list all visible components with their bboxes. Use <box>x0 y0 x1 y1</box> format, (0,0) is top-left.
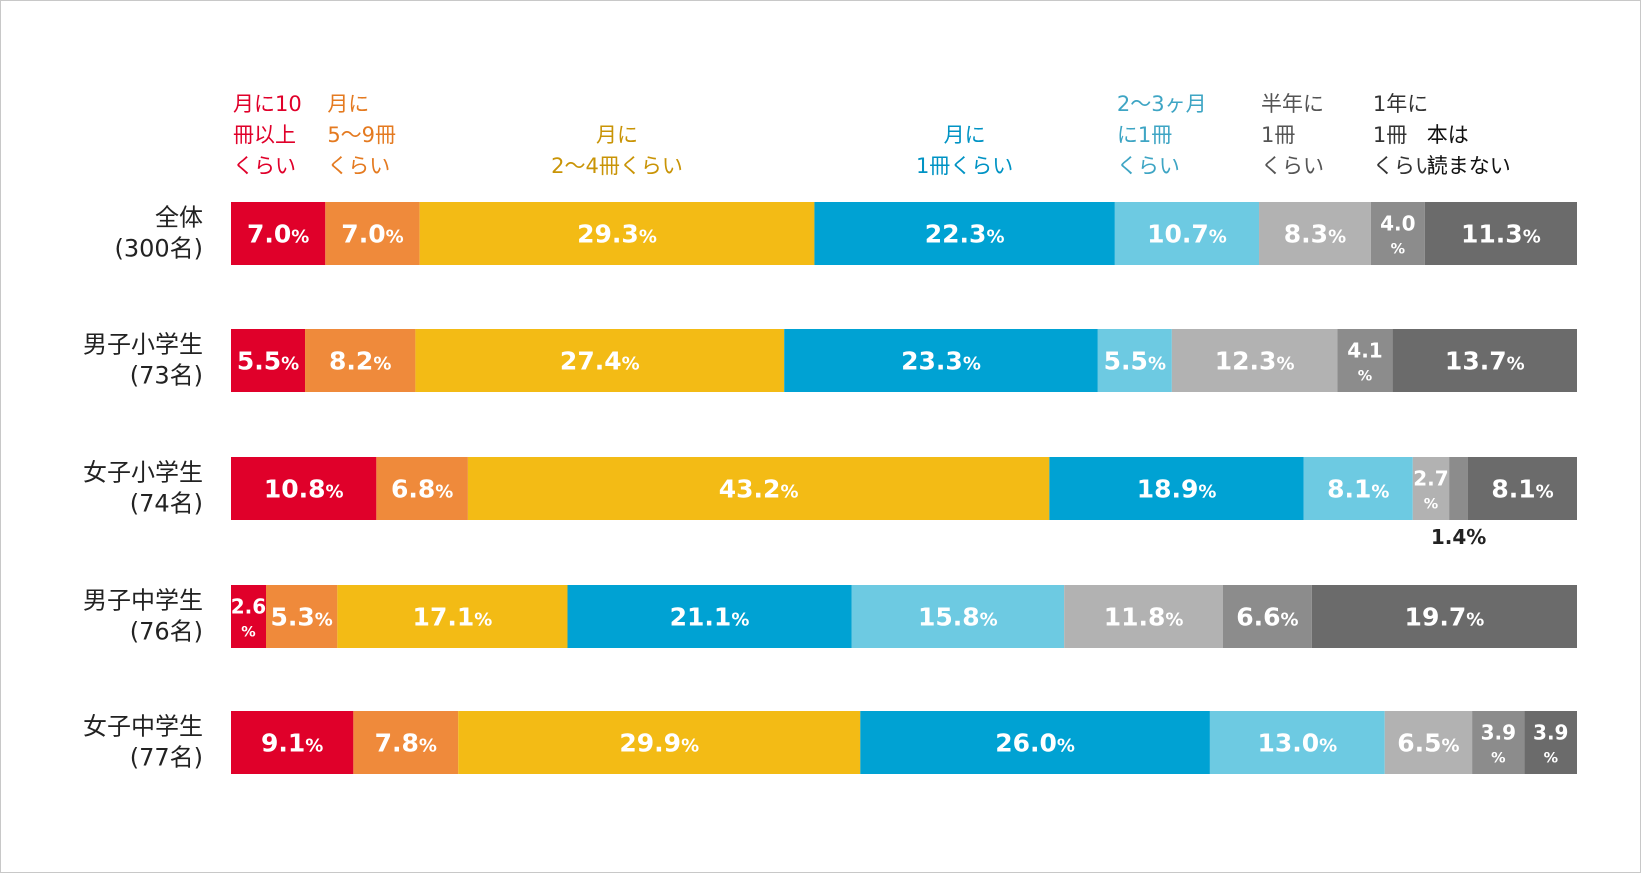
bar-segment <box>1524 711 1577 774</box>
bar-segment <box>231 329 306 392</box>
value-label: 8.2% <box>329 347 391 376</box>
value-label: 43.2% <box>719 475 799 504</box>
legend-label: 本は読まない <box>1427 123 1511 178</box>
bar-segment <box>851 585 1065 648</box>
bar-segment <box>1384 711 1473 774</box>
value-label: 5.3% <box>270 603 332 632</box>
value-label: 3.9% <box>1481 721 1516 767</box>
value-label: 8.1% <box>1327 475 1389 504</box>
value-label: 27.4% <box>560 347 640 376</box>
value-label: 15.8% <box>918 603 998 632</box>
value-label: 29.9% <box>619 729 699 758</box>
value-label: 23.3% <box>901 347 981 376</box>
bar-segment <box>1064 585 1224 648</box>
category-label: 男子小学生(73名) <box>83 331 203 390</box>
bar-segment <box>1049 457 1304 520</box>
bar-segment <box>265 585 338 648</box>
category-label: 女子小学生(74名) <box>83 459 203 518</box>
value-label: 12.3% <box>1215 347 1295 376</box>
stacked-bars <box>231 202 1577 774</box>
value-label: 2.7% <box>1413 467 1448 513</box>
bar-segment <box>1424 202 1577 265</box>
category-labels: 全体(300名) 男子小学生(73名) 女子小学生(74名) 男子中学生(76名) 女子… <box>83 204 203 772</box>
bar-segment <box>1259 202 1371 265</box>
legend-label: 1年に 1冊くらい <box>1373 92 1436 178</box>
value-labels: 7.0% 7.0% 29.3% 22.3% 10.7% 8.3% 4.0 % 11.3% 5.5%… <box>231 212 1569 767</box>
value-label: 4.0% <box>1380 212 1415 258</box>
bar-segment <box>1303 457 1413 520</box>
value-label: 11.8% <box>1104 603 1184 632</box>
value-label: 29.3% <box>577 220 657 249</box>
bar-segment <box>1370 202 1425 265</box>
value-label: 21.1% <box>670 603 750 632</box>
legend-label: 月に 2〜4冊くらい <box>551 123 683 178</box>
bar-segment <box>231 711 354 774</box>
value-label: 26.0% <box>995 729 1075 758</box>
bar-segment <box>1392 329 1577 392</box>
bar-segment <box>1223 585 1312 648</box>
value-label: 3.9% <box>1533 721 1568 767</box>
bar-segment <box>231 202 326 265</box>
legend-label: 半年に 1冊くらい <box>1261 92 1324 178</box>
bar-segment <box>784 329 1098 392</box>
bar-segment <box>1311 585 1577 648</box>
value-label: 6.6% <box>1236 603 1298 632</box>
category-label: 男子中学生(76名) <box>83 587 203 646</box>
bar-segment <box>1171 329 1338 392</box>
value-label: 6.8% <box>391 475 453 504</box>
bar-segment <box>458 711 861 774</box>
bar-segment <box>415 329 785 392</box>
legend-label: 月に 5〜9冊くらい <box>327 92 396 178</box>
category-label: 全体(300名) <box>114 204 203 263</box>
value-label: 7.0% <box>247 220 309 249</box>
bar-segment <box>467 457 1050 520</box>
value-label: 13.7% <box>1445 347 1525 376</box>
value-label: 10.8% <box>264 475 344 504</box>
legend-label: 月に10 冊以上くらい <box>233 92 302 178</box>
value-label: 4.1% <box>1347 339 1382 385</box>
value-label: 8.3% <box>1284 220 1346 249</box>
value-label: 17.1% <box>413 603 493 632</box>
value-label: 11.3% <box>1461 220 1541 249</box>
value-label-outside: 1.4% <box>1431 525 1486 549</box>
category-label: 女子中学生(77名) <box>83 713 203 772</box>
bar-segment <box>1472 711 1525 774</box>
bar-segment <box>1209 711 1385 774</box>
bar-segment <box>567 585 852 648</box>
bar-segment <box>337 585 568 648</box>
bar-segment <box>1467 457 1577 520</box>
bar-segment <box>1449 457 1468 520</box>
legend-label: 月に 1冊くらい <box>916 123 1013 178</box>
bar-segment <box>325 202 420 265</box>
value-label: 7.8% <box>375 729 437 758</box>
value-label: 8.1% <box>1491 475 1553 504</box>
bar-segment <box>1337 329 1393 392</box>
legend-label: 2〜3ヶ月に1冊くらい <box>1117 92 1207 178</box>
value-label: 5.5% <box>237 347 299 376</box>
bar-segment <box>419 202 815 265</box>
value-label: 6.5% <box>1397 729 1459 758</box>
value-label: 7.0% <box>341 220 403 249</box>
bar-segment <box>814 202 1115 265</box>
value-label: 22.3% <box>925 220 1005 249</box>
value-label: 2.6% <box>231 595 266 641</box>
bar-segment <box>231 585 266 648</box>
bar-segment <box>1097 329 1172 392</box>
bar-segment <box>305 329 416 392</box>
value-label: 13.0% <box>1257 729 1337 758</box>
value-label: 5.5% <box>1104 347 1166 376</box>
value-label: 18.9% <box>1137 475 1217 504</box>
bar-segment <box>376 457 468 520</box>
bar-segment <box>860 711 1210 774</box>
value-label: 19.7% <box>1405 603 1485 632</box>
value-label: 9.1% <box>261 729 323 758</box>
bar-segment <box>231 457 377 520</box>
bar-segment <box>1114 202 1260 265</box>
value-label: 10.7% <box>1147 220 1227 249</box>
bar-segment <box>353 711 459 774</box>
bar-segment <box>1412 457 1450 520</box>
